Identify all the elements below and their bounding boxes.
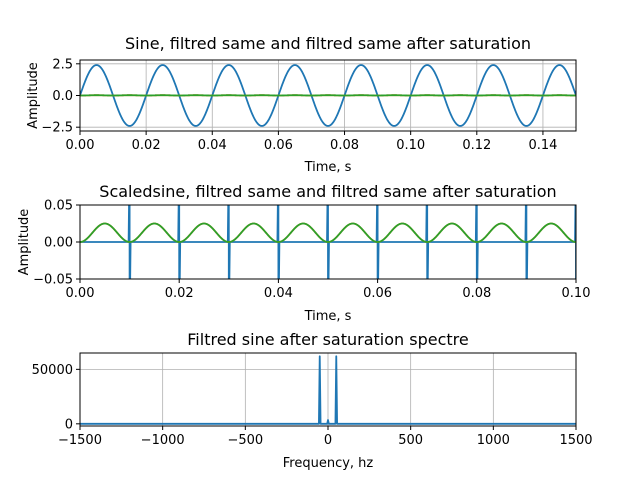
chart-title: Scaledsine, filtred same and filtred sam…	[99, 182, 556, 201]
y-axis-label: Amplitude	[26, 62, 41, 129]
x-tick-label: 0.02	[132, 138, 161, 153]
x-tick-label: 0.12	[462, 138, 491, 153]
series-line-3	[80, 222, 576, 243]
series-line-1	[80, 355, 576, 425]
x-axis-label: Frequency, hz	[283, 456, 374, 471]
x-tick-label: 1000	[477, 433, 510, 448]
x-tick-label: 500	[398, 433, 423, 448]
plot-area	[80, 64, 576, 127]
x-tick-label: 0	[324, 433, 332, 448]
x-tick-label: 0.00	[66, 286, 95, 301]
y-tick-label: −0.05	[33, 273, 73, 288]
x-tick-label: −1500	[58, 433, 102, 448]
subplot-1: 0.00 0.02 0.04 0.06 0.08 0.10 0.12 0.14 2.5 0.0 −2…	[26, 34, 577, 175]
plot-area	[80, 205, 576, 279]
x-tick-label: 1500	[559, 433, 592, 448]
y-axis-label: Amplitude	[17, 209, 32, 276]
y-tick-label: 0.00	[44, 236, 73, 251]
x-axis-label: Time, s	[304, 309, 352, 324]
y-tick-label: 2.5	[52, 57, 73, 72]
series-line-1	[80, 64, 576, 127]
x-tick-label: 0.00	[66, 138, 95, 153]
y-tick-label: 50000	[32, 363, 73, 378]
x-tick-label: 0.14	[528, 138, 557, 153]
x-axis-label: Time, s	[304, 160, 352, 175]
y-tick-label: 0	[65, 417, 73, 432]
x-tick-label: 0.08	[330, 138, 359, 153]
chart-title: Filtred sine after saturation spectre	[187, 330, 468, 349]
x-tick-label: 0.06	[264, 138, 293, 153]
x-tick-label: 0.02	[165, 286, 194, 301]
y-tick-label: −2.5	[41, 121, 73, 136]
series-line-1	[80, 205, 576, 279]
y-tick-label: 0.05	[44, 199, 73, 214]
x-tick-label: 0.10	[396, 138, 425, 153]
x-tick-label: 0.04	[198, 138, 227, 153]
subplot-2: 0.00 0.02 0.04 0.06 0.08 0.100.050.00−0.05Sca…	[17, 182, 591, 324]
x-tick-label: 0.04	[264, 286, 293, 301]
plot-area	[80, 355, 576, 425]
subplot-3: −1500 −1000 −500 0 500 1000 1500 50000 0 Filtred …	[32, 330, 593, 471]
x-tick-label: −500	[227, 433, 263, 448]
x-tick-label: 0.10	[562, 286, 591, 301]
x-tick-label: −1000	[141, 433, 185, 448]
x-tick-label: 0.06	[363, 286, 392, 301]
chart-title: Sine, filtred same and filtred same afte…	[125, 34, 531, 53]
y-tick-label: 0.0	[52, 89, 73, 104]
x-tick-label: 0.08	[462, 286, 491, 301]
